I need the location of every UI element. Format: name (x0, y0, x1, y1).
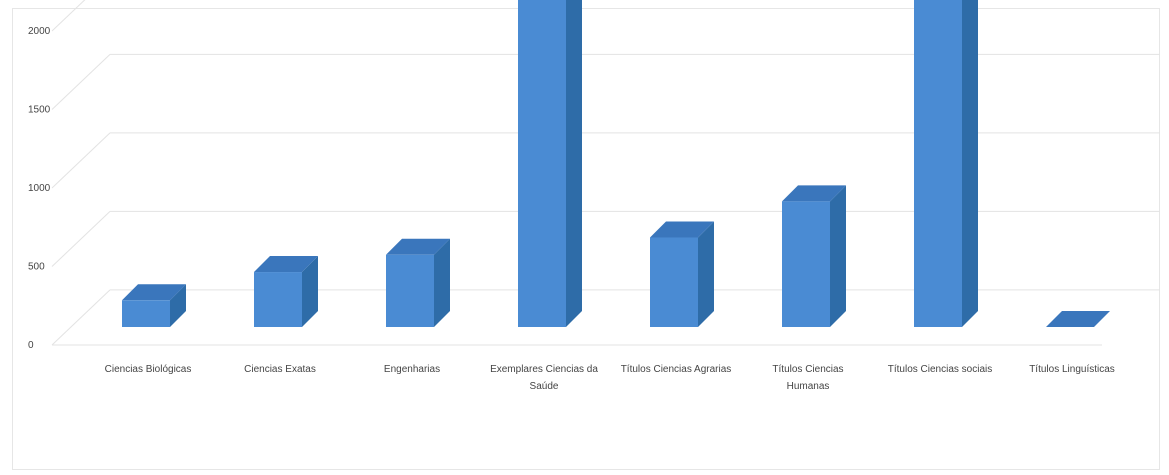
x-category-label: Exemplares Ciencias da (490, 364, 598, 375)
bar (782, 201, 830, 327)
x-category-label: Títulos Ciencias Agrarias (621, 364, 732, 375)
y-tick-label: 0 (28, 340, 34, 351)
bar-side (962, 0, 978, 327)
y-tick-label: 2000 (28, 26, 51, 37)
y-tick-label: 500 (28, 262, 45, 273)
bar-side (434, 238, 450, 327)
gridline-side (51, 54, 111, 110)
x-category-label: Humanas (787, 381, 830, 392)
bar (914, 0, 962, 327)
x-category-label: Saúde (530, 381, 559, 392)
bar (386, 254, 434, 327)
bar-top (122, 284, 186, 301)
gridline-side (51, 0, 86, 32)
x-category-label: Títulos Ciencias sociais (888, 364, 992, 375)
gridline-side (51, 289, 111, 346)
bar-top (1046, 311, 1110, 327)
x-category-label: Engenharias (384, 364, 440, 375)
bar-top (782, 185, 846, 202)
x-category-label: Títulos Ciencias (772, 364, 843, 375)
gridline-side (51, 211, 111, 267)
x-category-label: Ciencias Exatas (244, 364, 316, 375)
y-tick-label: 1000 (28, 183, 51, 194)
bar (122, 300, 170, 327)
gridline-side (51, 132, 111, 189)
bar-top (650, 221, 714, 238)
bar (254, 272, 302, 327)
y-tick-label: 1500 (28, 105, 51, 116)
bar-side (698, 221, 714, 327)
bar-side (170, 284, 186, 327)
bar (650, 237, 698, 327)
x-category-label: Ciencias Biológicas (105, 364, 192, 375)
x-category-label: Títulos Linguísticas (1029, 364, 1115, 375)
bar-side (302, 256, 318, 327)
bar-side (566, 0, 582, 327)
bar-top (254, 256, 318, 273)
bar (518, 0, 566, 328)
bar-side (830, 185, 846, 327)
bar-top (386, 238, 450, 255)
